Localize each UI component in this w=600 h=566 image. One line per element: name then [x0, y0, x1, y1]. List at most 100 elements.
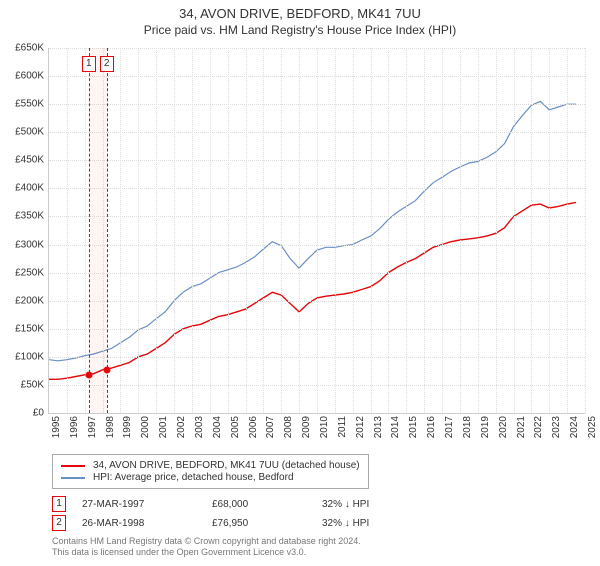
- gridline-v: [263, 48, 264, 413]
- gridline-v: [496, 48, 497, 413]
- legend-label: HPI: Average price, detached house, Bedf…: [93, 472, 294, 483]
- gridline-v: [192, 48, 193, 413]
- transaction-date: 27-MAR-1997: [82, 499, 212, 510]
- y-tick-label: £0: [33, 408, 44, 419]
- x-tick-label: 2001: [158, 416, 169, 438]
- x-tick-label: 2012: [355, 416, 366, 438]
- y-tick-label: £500K: [15, 127, 44, 138]
- gridline-v: [424, 48, 425, 413]
- gridline-v: [299, 48, 300, 413]
- gridline-v: [460, 48, 461, 413]
- x-tick-label: 2005: [230, 416, 241, 438]
- gridline-v: [317, 48, 318, 413]
- x-tick-label: 2000: [140, 416, 151, 438]
- legend-label: 34, AVON DRIVE, BEDFORD, MK41 7UU (detac…: [93, 460, 360, 471]
- gridline-v: [138, 48, 139, 413]
- y-tick-label: £600K: [15, 71, 44, 82]
- marker-label-box: 2: [100, 56, 114, 72]
- y-tick-label: £100K: [15, 351, 44, 362]
- gridline-v: [67, 48, 68, 413]
- x-tick-label: 2022: [533, 416, 544, 438]
- gridline-v: [85, 48, 86, 413]
- gridline-v: [531, 48, 532, 413]
- x-tick-label: 1999: [122, 416, 133, 438]
- transaction-marker: 2: [52, 515, 66, 531]
- transaction-row: 127-MAR-1997£68,00032% ↓ HPI: [52, 496, 412, 512]
- gridline-v: [478, 48, 479, 413]
- x-tick-label: 2011: [337, 416, 348, 438]
- x-tick-label: 2016: [426, 416, 437, 438]
- gridline-v: [585, 48, 586, 413]
- transaction-delta: 32% ↓ HPI: [322, 499, 412, 510]
- marker-dot: [103, 366, 110, 373]
- gridline-v: [156, 48, 157, 413]
- y-tick-label: £650K: [15, 43, 44, 54]
- gridline-v: [120, 48, 121, 413]
- footnote-line: This data is licensed under the Open Gov…: [52, 547, 361, 558]
- transaction-price: £76,950: [212, 518, 322, 529]
- x-tick-label: 2002: [176, 416, 187, 438]
- marker-dot: [85, 371, 92, 378]
- y-tick-label: £350K: [15, 211, 44, 222]
- x-tick-label: 2013: [373, 416, 384, 438]
- gridline-v: [353, 48, 354, 413]
- marker-line: [89, 48, 90, 413]
- transaction-price: £68,000: [212, 499, 322, 510]
- x-tick-label: 2003: [194, 416, 205, 438]
- x-tick-label: 1995: [51, 416, 62, 438]
- gridline-v: [281, 48, 282, 413]
- x-tick-label: 2023: [551, 416, 562, 438]
- gridline-v: [388, 48, 389, 413]
- x-tick-label: 2019: [480, 416, 491, 438]
- legend-swatch: [61, 477, 85, 479]
- x-tick-label: 2009: [301, 416, 312, 438]
- gridline-v: [442, 48, 443, 413]
- gridline-v: [406, 48, 407, 413]
- y-tick-label: £450K: [15, 155, 44, 166]
- x-tick-label: 2015: [408, 416, 419, 438]
- y-tick-label: £250K: [15, 267, 44, 278]
- x-tick-label: 1997: [87, 416, 98, 438]
- transaction-table: 127-MAR-1997£68,00032% ↓ HPI 2 26-MAR-1998…: [52, 496, 412, 534]
- y-tick-label: £550K: [15, 99, 44, 110]
- footnote-line: Contains HM Land Registry data © Crown c…: [52, 536, 361, 547]
- x-tick-label: 2014: [390, 416, 401, 438]
- x-tick-label: 1996: [69, 416, 80, 438]
- x-tick-label: 2007: [265, 416, 276, 438]
- y-tick-label: £150K: [15, 323, 44, 334]
- gridline-v: [228, 48, 229, 413]
- marker-band: [89, 48, 107, 413]
- legend-item: HPI: Average price, detached house, Bedf…: [61, 472, 360, 483]
- legend: 34, AVON DRIVE, BEDFORD, MK41 7UU (detac…: [52, 454, 369, 489]
- transaction-date: 26-MAR-1998: [82, 518, 212, 529]
- x-tick-label: 2006: [248, 416, 259, 438]
- marker-line: [107, 48, 108, 413]
- gridline-v: [210, 48, 211, 413]
- marker-label-box: 1: [82, 56, 96, 72]
- transaction-delta: 32% ↓ HPI: [322, 518, 412, 529]
- gridline-v: [246, 48, 247, 413]
- x-tick-label: 2020: [498, 416, 509, 438]
- x-tick-label: 2021: [516, 416, 527, 438]
- gridline-v: [567, 48, 568, 413]
- chart-title: 34, AVON DRIVE, BEDFORD, MK41 7UU: [0, 6, 600, 21]
- plot-region: 12: [48, 48, 585, 414]
- x-tick-label: 2010: [319, 416, 330, 438]
- footnote: Contains HM Land Registry data © Crown c…: [52, 536, 361, 559]
- gridline-v: [371, 48, 372, 413]
- gridline-v: [174, 48, 175, 413]
- chart-subtitle: Price paid vs. HM Land Registry's House …: [0, 23, 600, 37]
- legend-item: 34, AVON DRIVE, BEDFORD, MK41 7UU (detac…: [61, 460, 360, 471]
- y-tick-label: £400K: [15, 183, 44, 194]
- legend-swatch: [61, 465, 85, 467]
- chart-area: 12 £0£50K£100K£150K£200K£250K£300K£350K£…: [48, 48, 584, 413]
- x-tick-label: 2017: [444, 416, 455, 438]
- y-tick-label: £200K: [15, 295, 44, 306]
- x-tick-label: 2025: [587, 416, 598, 438]
- gridline-v: [514, 48, 515, 413]
- x-tick-label: 2004: [212, 416, 223, 438]
- gridline-v: [335, 48, 336, 413]
- y-tick-label: £300K: [15, 239, 44, 250]
- series-line: [49, 202, 576, 379]
- transaction-row: 2 26-MAR-1998£76,95032% ↓ HPI: [52, 515, 412, 531]
